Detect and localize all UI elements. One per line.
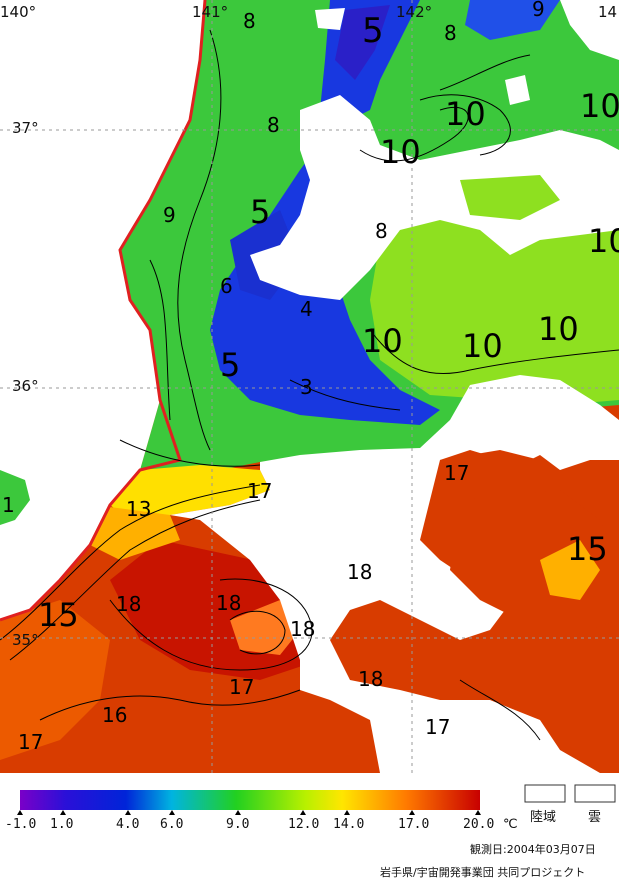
- land-honshu: [0, 0, 205, 620]
- contour-label: 17: [229, 675, 254, 699]
- thermal-front: [110, 465, 270, 520]
- unit-label: ℃: [503, 817, 518, 832]
- observation-date: 観測日:2004年03月07日: [470, 843, 596, 856]
- scale-ticks: [17, 810, 481, 815]
- latitude-label-36: 36°: [12, 377, 39, 395]
- small-land-patch: [0, 470, 30, 525]
- contour-label: 18: [347, 560, 372, 584]
- cloud-corner: [560, 0, 619, 60]
- isotherm-lines: [0, 29, 619, 741]
- coastal-warm-band: [0, 600, 110, 760]
- contour-label: 13: [126, 497, 151, 521]
- contour-label: 10: [538, 310, 579, 348]
- longitude-label-141: 141°: [192, 3, 228, 21]
- contour-label: 18: [358, 667, 383, 691]
- coldest-core: [335, 5, 390, 80]
- tick-label: 14.0: [333, 817, 365, 832]
- tick-label: 12.0: [288, 817, 320, 832]
- contour-label: 8: [444, 21, 457, 45]
- contour-label: 17: [444, 461, 469, 485]
- contour-label: 15: [567, 530, 608, 568]
- contour-label: 8: [375, 219, 388, 243]
- land-label: 陸域: [530, 810, 557, 825]
- cloud-central-band: [170, 375, 619, 773]
- contour-label: 17: [18, 730, 43, 754]
- contour-label: 5: [220, 346, 240, 384]
- contour-label: 8: [243, 9, 256, 33]
- temperature-color-bar: [20, 790, 480, 810]
- contour-label: 10: [462, 327, 503, 365]
- sea-surface-temperature-map: 140° 141° 142° 14 37° 36° 35° 8 5 8 9 8 …: [0, 0, 619, 773]
- coastline: [0, 0, 207, 622]
- latitude-label-37: 37°: [12, 119, 39, 137]
- contour-label: 9: [163, 203, 176, 227]
- frontal-zone: [90, 505, 180, 560]
- warm-patch-southeast: [450, 490, 619, 640]
- cloud-fleck-north: [315, 8, 345, 30]
- contour-label: 4: [300, 297, 313, 321]
- longitude-label-142: 142°: [396, 3, 432, 21]
- contour-label: 9: [532, 0, 545, 21]
- color-scale: [17, 784, 616, 815]
- longitude-label-143: 14: [598, 3, 617, 21]
- contour-label: 5: [250, 193, 270, 231]
- contour-label: 10: [445, 95, 486, 133]
- contour-label: 10: [580, 87, 619, 125]
- tick-label: -1.0: [5, 817, 37, 832]
- credit-line: 岩手県/宇宙開発事業団 共同プロジェクト: [380, 866, 586, 879]
- cold-eddy-northeast: [465, 0, 560, 40]
- contour-label: 10: [362, 322, 403, 360]
- latitude-label-35: 35°: [12, 631, 39, 649]
- tick-label: 17.0: [398, 817, 430, 832]
- contour-label: 3: [300, 375, 313, 399]
- contour-label: 18: [116, 592, 141, 616]
- contour-label: 16: [102, 703, 127, 727]
- cloud-label: 雲: [588, 810, 602, 825]
- contour-label: 17: [247, 479, 272, 503]
- contour-label: 1: [2, 493, 15, 517]
- longitude-label-140: 140°: [0, 3, 36, 21]
- contour-label: 10: [380, 133, 421, 171]
- gap-in-cloud: [460, 175, 560, 220]
- cloud-fleck-northeast: [505, 75, 530, 105]
- tick-label: 6.0: [160, 817, 184, 832]
- contour-label: 6: [220, 274, 233, 298]
- tick-label: 4.0: [116, 817, 140, 832]
- tick-label: 9.0: [226, 817, 250, 832]
- cloud-swatch: [574, 784, 616, 803]
- warm-patch-east: [440, 450, 560, 500]
- contour-label: 5: [362, 11, 384, 51]
- contour-label: 10: [588, 222, 619, 260]
- contour-label: 17: [425, 715, 450, 739]
- tick-label: 1.0: [50, 817, 74, 832]
- legend: -1.0 1.0 4.0 6.0 9.0 12.0 14.0 17.0 20.0…: [0, 773, 619, 881]
- contour-label: 15: [38, 596, 79, 634]
- cloud-north: [250, 95, 619, 300]
- contour-label: 18: [290, 617, 315, 641]
- land-swatch: [524, 784, 566, 803]
- contour-label: 8: [267, 113, 280, 137]
- graticule: [0, 0, 619, 773]
- contour-label: 18: [216, 591, 241, 615]
- warm-spot-15: [540, 540, 600, 600]
- tick-label: 20.0: [463, 817, 495, 832]
